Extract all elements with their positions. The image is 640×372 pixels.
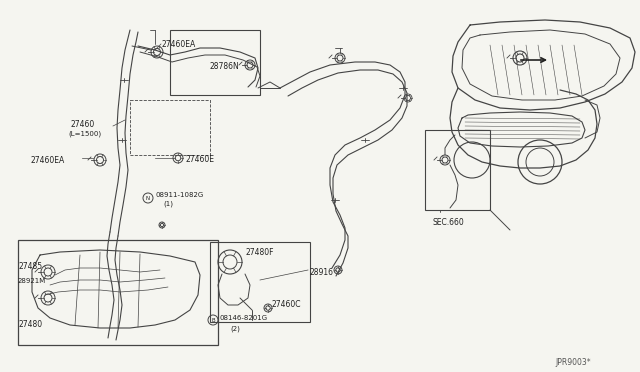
Text: 27480: 27480 [18, 320, 42, 329]
Text: 27460C: 27460C [272, 300, 301, 309]
Text: 28786N: 28786N [210, 62, 240, 71]
Text: SEC.660: SEC.660 [433, 218, 465, 227]
Text: N: N [146, 196, 150, 201]
Text: 08146-8201G: 08146-8201G [220, 315, 268, 321]
Text: (L=1500): (L=1500) [68, 130, 101, 137]
Bar [18, 240, 218, 345]
Text: 27460EA: 27460EA [30, 156, 64, 165]
Text: (1): (1) [163, 200, 173, 206]
Text: 08911-1082G: 08911-1082G [155, 192, 204, 198]
Bar [170, 30, 260, 95]
Text: 27480F: 27480F [245, 248, 273, 257]
Text: 27485: 27485 [18, 262, 42, 271]
Text: B: B [211, 317, 215, 323]
Text: 28916: 28916 [310, 268, 334, 277]
Text: 28921M: 28921M [18, 278, 46, 284]
Bar [210, 242, 310, 322]
Text: (2): (2) [230, 325, 240, 331]
Bar [425, 130, 490, 210]
Text: 27460: 27460 [70, 120, 94, 129]
Text: 27460EA: 27460EA [162, 40, 196, 49]
Text: JPR9003*: JPR9003* [555, 358, 591, 367]
Text: 27460E: 27460E [186, 155, 215, 164]
Bar [130, 100, 210, 155]
